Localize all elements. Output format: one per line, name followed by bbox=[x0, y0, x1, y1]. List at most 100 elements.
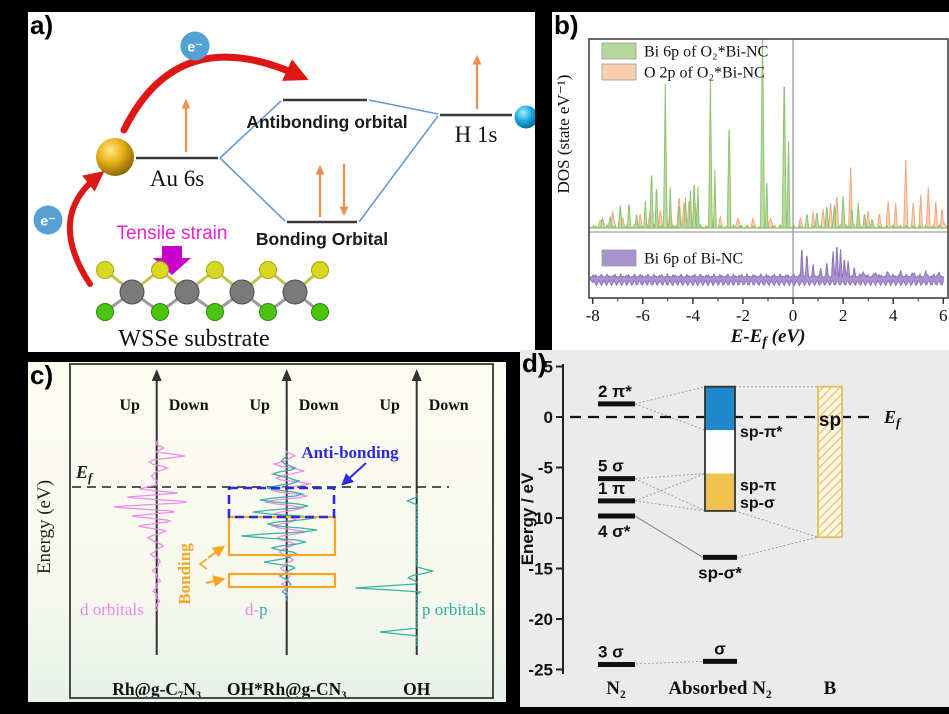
panel-b: b) -8 -6 -4 -2 0 2 4 6 E-Ef (eV) DOS (state eV⁻¹)… bbox=[552, 10, 949, 358]
panel-c-label: c) bbox=[30, 360, 54, 390]
legend-swatch bbox=[601, 249, 637, 267]
fermi-label: Ef bbox=[883, 407, 902, 430]
panel-a-label: a) bbox=[30, 10, 54, 40]
connector-line bbox=[634, 478, 706, 512]
level-label: 1 π bbox=[598, 479, 625, 498]
sp-band-label: sp bbox=[819, 410, 841, 431]
panel-c: c) Ef Up Down Rh@g-C₇N₃ Up Down OH*Rh@g-CN₃ Up D… bbox=[28, 360, 506, 702]
level-label: 2 π* bbox=[598, 382, 632, 401]
bonding-brace bbox=[198, 558, 208, 570]
down-label: Down bbox=[299, 397, 339, 414]
panel-a: a) e⁻ e⁻ bbox=[28, 10, 535, 352]
box-side-label: sp-π bbox=[740, 478, 776, 495]
legend-swatch bbox=[601, 63, 637, 81]
tensile-strain-label: Tensile strain bbox=[117, 223, 228, 244]
legend-label: Bi 6p of Bi-NC bbox=[644, 251, 743, 268]
d-orbitals-label: d orbitals bbox=[80, 600, 144, 619]
y-tick-label: -20 bbox=[528, 610, 553, 629]
spin-arrows bbox=[181, 54, 482, 217]
dos-chart: -8 -6 -4 -2 0 2 4 6 E-Ef (eV) DOS (state eV⁻¹) Bi … bbox=[554, 38, 949, 350]
level-label: sp-σ* bbox=[698, 563, 742, 582]
connector-line bbox=[736, 536, 819, 558]
column-label: B bbox=[824, 678, 837, 699]
sp-sigma-block bbox=[705, 473, 735, 511]
hydrogen-atom bbox=[514, 105, 535, 129]
au6s-label: Au 6s bbox=[150, 166, 204, 191]
electron-icon bbox=[180, 31, 210, 61]
x-tick-label: -4 bbox=[686, 306, 701, 325]
up-label: Up bbox=[249, 397, 270, 414]
y-axis-label: Energy (eV) bbox=[34, 480, 55, 574]
box-side-label: sp-σ bbox=[740, 495, 775, 512]
level-label: 3 σ bbox=[598, 642, 624, 661]
connector-line bbox=[734, 510, 819, 538]
down-label: Down bbox=[169, 397, 209, 414]
x-tick-label: 2 bbox=[839, 306, 848, 325]
up-label: Up bbox=[119, 397, 140, 414]
panel-d: d) Ef 5 0 -5 -10 -15 -20 -25 Energy / eV 2 π* 5 σ 1… bbox=[520, 348, 949, 707]
legend-label: Bi 6p of O₂*Bi-NC bbox=[644, 44, 768, 61]
sp-pi-star-block bbox=[705, 386, 735, 431]
gap-block bbox=[705, 430, 735, 474]
connector-line bbox=[634, 386, 706, 405]
d-p-label: d-p bbox=[245, 600, 268, 619]
y-tick-label: 0 bbox=[544, 408, 553, 427]
gold-atom bbox=[96, 138, 134, 176]
column-label: OH*Rh@g-CN₃ bbox=[227, 679, 347, 699]
column-label: OH bbox=[403, 679, 431, 699]
antibonding-label: Anti-bonding bbox=[301, 443, 399, 462]
y-tick-label: -25 bbox=[528, 661, 553, 680]
column-label: N₂ bbox=[606, 678, 626, 699]
antibonding-arrow bbox=[341, 462, 367, 486]
electron-icon bbox=[33, 205, 63, 235]
panel-c-bg bbox=[28, 362, 506, 702]
adsorbed-box-frame bbox=[704, 385, 736, 512]
panel-b-label: b) bbox=[554, 10, 579, 40]
energy-axis-arrowhead bbox=[281, 369, 292, 381]
fermi-label: Ef bbox=[75, 462, 94, 485]
legend-swatch bbox=[601, 42, 637, 60]
w-atoms bbox=[119, 279, 308, 305]
antibonding-box bbox=[227, 486, 336, 519]
down-label: Down bbox=[429, 397, 469, 414]
x-tick-label: 4 bbox=[889, 306, 898, 325]
dos-curve bbox=[355, 493, 435, 647]
x-tick-label: -8 bbox=[586, 306, 600, 325]
se-atoms bbox=[96, 303, 329, 321]
column-label: Absorbed N₂ bbox=[668, 678, 772, 699]
wsse-lattice bbox=[96, 261, 329, 321]
antibonding-label: Antibonding orbital bbox=[246, 112, 407, 132]
bonding-arrow-1 bbox=[207, 545, 225, 559]
y-tick-label: -5 bbox=[538, 459, 553, 478]
s-atoms bbox=[96, 261, 329, 279]
dos-curve bbox=[264, 450, 311, 597]
electron-transfer-arrow-left bbox=[67, 170, 105, 287]
y-axis-label: Energy / eV bbox=[520, 472, 537, 565]
panel-a-drawing: e⁻ e⁻ bbox=[33, 31, 535, 352]
bonding-label: Bonding bbox=[175, 543, 194, 605]
electron-transfer-arrow-top bbox=[120, 53, 309, 134]
level-label: σ bbox=[714, 639, 726, 658]
legend-label: O 2p of O₂*Bi-NC bbox=[644, 65, 765, 82]
plot-frame bbox=[588, 38, 949, 299]
connector-line bbox=[634, 515, 704, 558]
bonding-box-2 bbox=[227, 572, 337, 589]
p-orbitals-label: p orbitals bbox=[422, 600, 486, 619]
x-tick-label: -6 bbox=[636, 306, 650, 325]
electron-label: e⁻ bbox=[40, 213, 55, 229]
wsse-substrate-label: WSSe substrate bbox=[118, 326, 269, 352]
panel-d-label: d) bbox=[522, 348, 547, 378]
energy-axis-arrowhead bbox=[151, 369, 162, 381]
orbital-coupling-lines bbox=[219, 99, 439, 223]
y-tick-label: 5 bbox=[544, 358, 553, 377]
bonding-arrow-2 bbox=[205, 575, 226, 588]
y-axis-label: DOS (state eV⁻¹) bbox=[554, 75, 573, 194]
box-side-label: sp-π* bbox=[740, 424, 783, 441]
electron-label: e⁻ bbox=[187, 39, 202, 55]
dos-curve bbox=[113, 440, 188, 612]
y-tick-label: -10 bbox=[528, 509, 553, 528]
x-tick-label: 0 bbox=[789, 306, 798, 325]
bonding-label: Bonding Orbital bbox=[256, 229, 388, 249]
tensile-strain-arrow bbox=[153, 246, 191, 275]
energy-axis-arrowhead bbox=[411, 369, 422, 381]
